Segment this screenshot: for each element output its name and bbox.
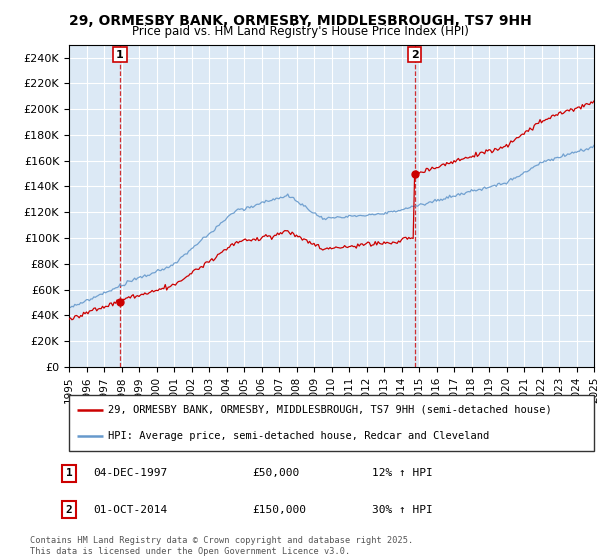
Text: 2: 2	[411, 50, 419, 59]
Text: Contains HM Land Registry data © Crown copyright and database right 2025.
This d: Contains HM Land Registry data © Crown c…	[30, 536, 413, 556]
Text: 1: 1	[65, 468, 73, 478]
Text: £50,000: £50,000	[252, 468, 299, 478]
Text: 12% ↑ HPI: 12% ↑ HPI	[372, 468, 433, 478]
Text: 04-DEC-1997: 04-DEC-1997	[93, 468, 167, 478]
Text: HPI: Average price, semi-detached house, Redcar and Cleveland: HPI: Average price, semi-detached house,…	[109, 431, 490, 441]
FancyBboxPatch shape	[69, 395, 594, 451]
Text: 01-OCT-2014: 01-OCT-2014	[93, 505, 167, 515]
Text: 30% ↑ HPI: 30% ↑ HPI	[372, 505, 433, 515]
Text: Price paid vs. HM Land Registry's House Price Index (HPI): Price paid vs. HM Land Registry's House …	[131, 25, 469, 38]
Text: £150,000: £150,000	[252, 505, 306, 515]
Text: 29, ORMESBY BANK, ORMESBY, MIDDLESBROUGH, TS7 9HH (semi-detached house): 29, ORMESBY BANK, ORMESBY, MIDDLESBROUGH…	[109, 405, 552, 415]
Text: 29, ORMESBY BANK, ORMESBY, MIDDLESBROUGH, TS7 9HH: 29, ORMESBY BANK, ORMESBY, MIDDLESBROUGH…	[68, 14, 532, 28]
Text: 1: 1	[116, 50, 124, 59]
Text: 2: 2	[65, 505, 73, 515]
